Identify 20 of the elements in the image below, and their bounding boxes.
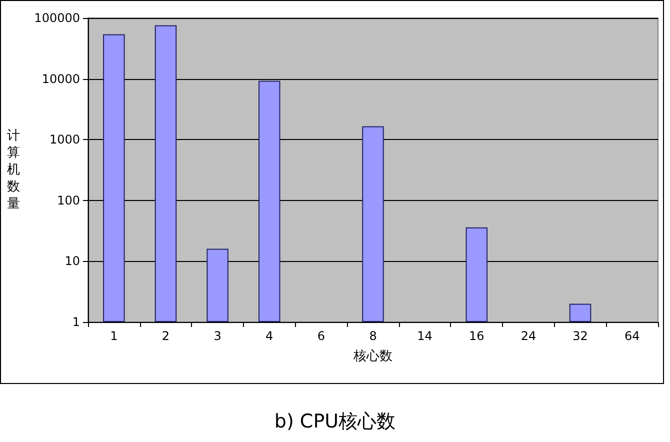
x-tick-label: 8 bbox=[369, 329, 377, 343]
text: b) CPU核心数 bbox=[274, 410, 396, 432]
y-tick-label: 100000 bbox=[34, 11, 80, 25]
y-tick-label: 10 bbox=[64, 254, 80, 268]
y-tick-label: 1 bbox=[72, 315, 80, 329]
y-tick-label: 100 bbox=[57, 193, 80, 208]
x-axis-title: 核心数 bbox=[352, 348, 392, 364]
x-tick-label: 32 bbox=[572, 329, 588, 343]
x-tick-label: 1 bbox=[110, 329, 118, 343]
y-axis-title: 计算机数量 bbox=[7, 128, 20, 212]
x-tick-label: 3 bbox=[214, 329, 222, 343]
x-tick-label: 2 bbox=[162, 329, 170, 343]
x-tick-label: 24 bbox=[520, 329, 536, 343]
x-tick-label: 16 bbox=[468, 329, 484, 343]
x-tick-label: 6 bbox=[317, 329, 325, 343]
x-tick-label: 4 bbox=[266, 329, 274, 343]
y-tick-label: 1000 bbox=[49, 132, 80, 147]
x-tick-label: 64 bbox=[624, 329, 640, 343]
x-tick-label: 14 bbox=[417, 329, 432, 343]
y-tick-label: 10000 bbox=[42, 72, 80, 86]
